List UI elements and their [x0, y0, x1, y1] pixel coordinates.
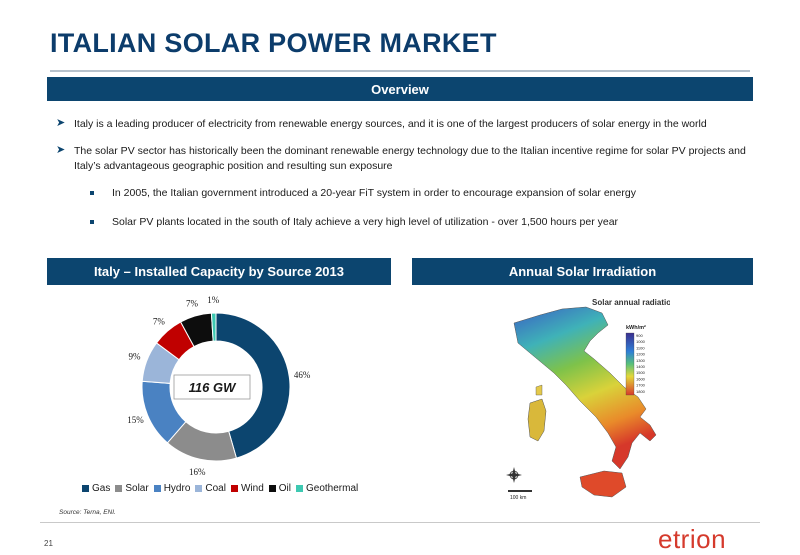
data-label-wind: 7%: [153, 316, 166, 326]
legend-item-solar: Solar: [115, 483, 149, 494]
scale-label: 1600: [636, 376, 646, 381]
legend-item-gas: Gas: [82, 483, 110, 494]
source-note: Source: Terna, ENI.: [59, 509, 116, 516]
arrow-bullet-icon: ➤: [56, 144, 66, 156]
bullet-text: Italy is a leading producer of electrici…: [74, 118, 707, 130]
legend-label: Coal: [205, 483, 226, 494]
sub-bullet-item: Solar PV plants located in the south of …: [56, 215, 756, 230]
etrion-logo: etrion: [658, 524, 727, 554]
scale-label: 1100: [636, 345, 645, 350]
capacity-heading: Italy – Installed Capacity by Source 201…: [47, 258, 391, 285]
scale-label: 1200: [636, 352, 646, 357]
page-number: 21: [44, 539, 53, 548]
title-divider: [50, 70, 750, 72]
overview-bullets: ➤ Italy is a leading producer of electri…: [56, 117, 756, 244]
center-label-box: [173, 374, 251, 400]
radiation-scale-bar: [625, 332, 635, 396]
legend-item-coal: Coal: [195, 483, 226, 494]
compass-icon: [506, 467, 522, 483]
legend-swatch: [296, 485, 303, 492]
irradiation-heading-text: Annual Solar Irradiation: [508, 264, 657, 279]
map-unit-label: kWh/m²: [626, 324, 646, 331]
legend-label: Wind: [240, 483, 264, 494]
data-label-geothermal: 1%: [207, 295, 220, 305]
scale-label: 1000: [636, 339, 646, 344]
square-bullet-icon: [90, 191, 94, 195]
irradiation-heading: Annual Solar Irradiation: [412, 258, 753, 285]
scale-label: 1800: [636, 389, 646, 394]
legend-swatch: [115, 485, 123, 492]
scale-label: 900: [636, 333, 643, 338]
data-label-coal: 9%: [129, 352, 142, 362]
legend-label: Solar: [125, 483, 149, 494]
legend-label: Hydro: [163, 483, 191, 494]
legend-item-geothermal: Geothermal: [296, 483, 358, 494]
sicily-shape: [579, 470, 627, 498]
sub-bullet-item: In 2005, the Italian government introduc…: [56, 186, 756, 201]
legend-swatch: [82, 485, 89, 492]
data-label-hydro: 15%: [127, 415, 144, 425]
donut-slices: [141, 312, 291, 462]
scale-label: 1700: [636, 383, 646, 388]
legend-label: Gas: [92, 483, 111, 494]
donut-labels: 46% 16% 15% 9% 7% 7% 1%: [127, 295, 311, 475]
map-title: Solar annual radiation: [592, 298, 670, 307]
footer-divider: [40, 522, 760, 523]
capacity-heading-text: Italy – Installed Capacity by Source 201…: [93, 264, 344, 279]
arrow-bullet-icon: ➤: [56, 117, 66, 129]
scale-bar: [508, 490, 532, 492]
square-bullet-icon: [90, 220, 94, 224]
scale-label: 1300: [636, 358, 646, 363]
chart-legend: Gas Solar Hydro Coal Wind Oil Geothermal: [82, 483, 358, 494]
legend-label: Oil: [278, 483, 291, 494]
donut-slice-gas: [215, 312, 291, 459]
data-label-gas: 46%: [294, 370, 311, 380]
legend-swatch: [268, 485, 276, 492]
sardinia-shape: [527, 398, 547, 442]
center-label: 116 GW: [189, 380, 237, 395]
legend-label: Geothermal: [306, 483, 359, 494]
data-label-oil: 7%: [186, 298, 199, 308]
legend-swatch: [230, 485, 238, 492]
legend-item-hydro: Hydro: [153, 483, 191, 494]
bullet-item: ➤ The solar PV sector has historically b…: [56, 144, 756, 174]
legend-item-wind: Wind: [230, 483, 264, 494]
donut-slice-geothermal: [210, 312, 217, 342]
scale-label: 1400: [636, 364, 646, 369]
legend-item-oil: Oil: [268, 483, 291, 494]
scale-label: 1500: [636, 370, 646, 375]
legend-swatch: [195, 485, 203, 492]
capacity-donut-chart: 46% 16% 15% 9% 7% 7% 1% 116 GW: [127, 295, 311, 475]
corsica-shape: [535, 384, 543, 396]
overview-heading-text: Overview: [371, 81, 429, 97]
legend-swatch: [153, 485, 161, 492]
solar-radiation-map: Solar annual radiation kWh/m² 9001000110…: [506, 298, 670, 501]
bullet-item: ➤ Italy is a leading producer of electri…: [56, 117, 756, 132]
data-label-solar: 16%: [189, 467, 206, 475]
sub-bullet-text: In 2005, the Italian government introduc…: [112, 187, 636, 199]
page-title: ITALIAN SOLAR POWER MARKET: [50, 28, 497, 58]
overview-heading: Overview: [47, 77, 753, 101]
scale-bar-label: 100 km: [510, 495, 526, 501]
bullet-text: The solar PV sector has historically bee…: [74, 145, 746, 172]
sub-bullet-text: Solar PV plants located in the south of …: [112, 216, 619, 228]
italy-mainland-shape: [513, 306, 657, 470]
